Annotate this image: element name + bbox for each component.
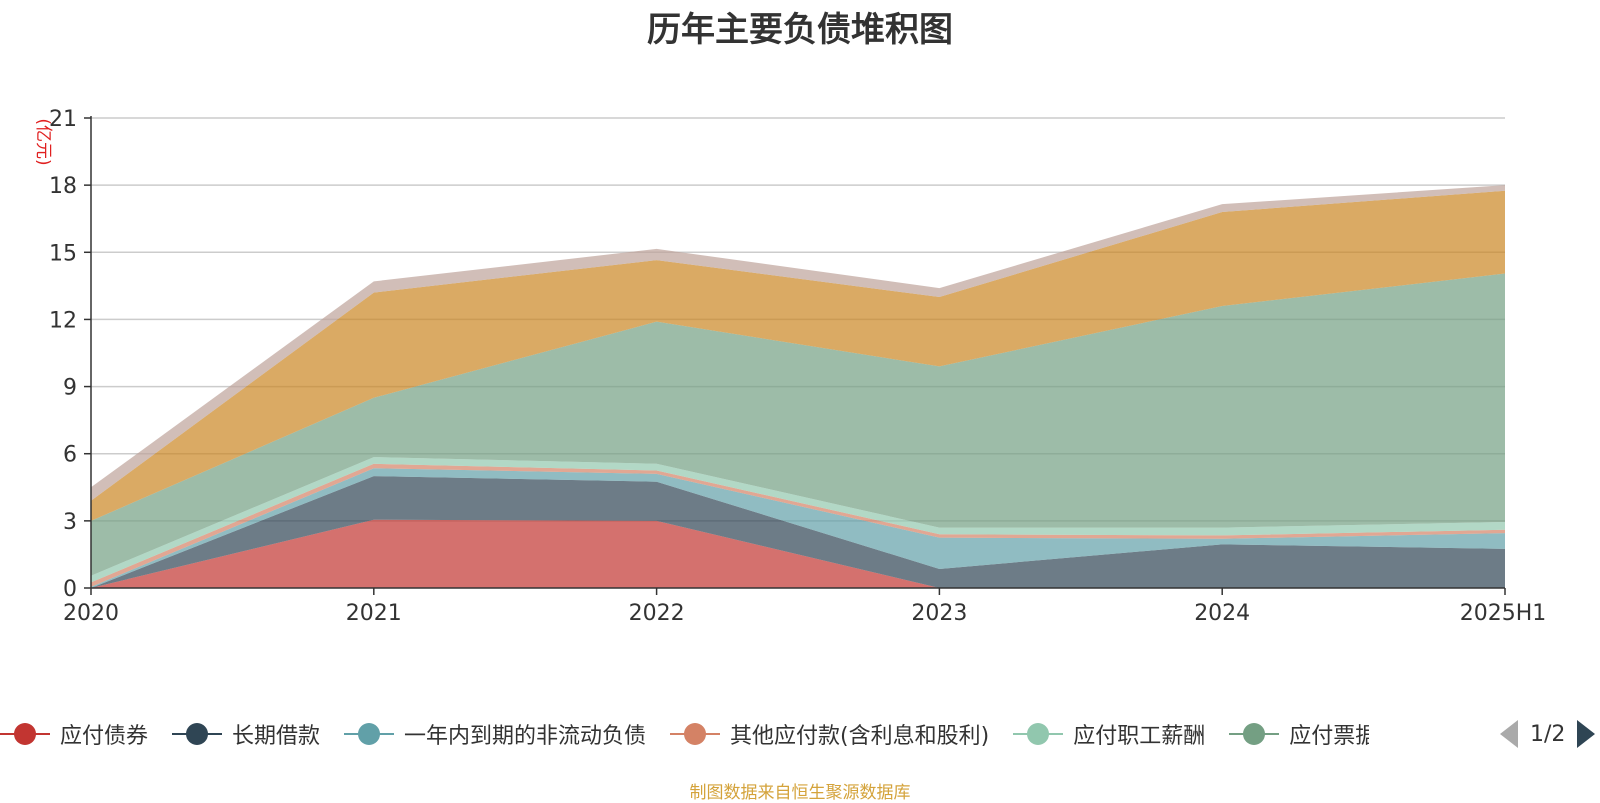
- x-tick-label: 2022: [629, 601, 685, 626]
- pager-next-icon[interactable]: [1577, 720, 1596, 748]
- legend-marker-icon: [670, 722, 721, 746]
- area-series-5: [91, 273, 1505, 576]
- legend-marker-icon: [0, 722, 50, 746]
- y-tick-label: 6: [63, 443, 77, 468]
- chart-title: 历年主要负债堆积图: [647, 10, 953, 50]
- legend-label: 应付债券: [60, 724, 149, 749]
- legend: 应付债券 长期借款 一年内到期的非流动负债 其他应付款(含利息和股利) 应付职工…: [0, 716, 1600, 752]
- y-axis-label: (亿元): [33, 118, 53, 165]
- pager-prev-icon[interactable]: [1500, 720, 1518, 748]
- legend-item-bonds-payable[interactable]: 应付债券: [0, 718, 148, 750]
- y-tick-label: 3: [63, 510, 77, 535]
- legend-item-other-payables[interactable]: 其他应付款(含利息和股利): [670, 718, 989, 750]
- legend-item-employee-compensation[interactable]: 应付职工薪酬: [1013, 718, 1205, 750]
- legend-marker-icon: [172, 722, 223, 746]
- chart-area: 0 3 6 9 12 15 18 21 2020 2021 2022 2023 2024 2025H1 (亿…: [33, 107, 1547, 626]
- pager-text: 1/2: [1530, 721, 1566, 747]
- x-tick-label: 2020: [63, 601, 119, 626]
- legend-label: 长期借款: [232, 724, 321, 749]
- legend-item-current-noncurrent-liabilities[interactable]: 一年内到期的非流动负债: [344, 718, 646, 750]
- legend-item-notes-accounts-payable[interactable]: 应付票据及应: [1229, 718, 1369, 750]
- y-tick-label: 21: [49, 107, 77, 132]
- area-series-1: [91, 476, 1505, 588]
- y-tick-label: 18: [49, 174, 77, 199]
- source-note: 制图数据来自恒生聚源数据库: [689, 783, 911, 803]
- legend-pager: 1/2: [1500, 718, 1596, 750]
- y-tick-label: 0: [63, 577, 77, 602]
- x-tick-label: 2024: [1194, 601, 1250, 626]
- x-tick-label: 2021: [346, 601, 402, 626]
- legend-label: 应付票据及应: [1289, 724, 1370, 749]
- legend-label: 其他应付款(含利息和股利): [730, 724, 990, 749]
- area-series-6: [91, 190, 1505, 521]
- legend-label: 一年内到期的非流动负债: [404, 724, 647, 749]
- legend-marker-icon: [344, 722, 395, 746]
- area-series-0: [91, 519, 1505, 588]
- legend-item-long-term-loans[interactable]: 长期借款: [172, 718, 320, 750]
- x-tick-label: 2023: [911, 601, 967, 626]
- x-tick-label: 2025H1: [1460, 601, 1547, 626]
- legend-marker-icon: [1013, 722, 1064, 746]
- y-tick-label: 12: [49, 308, 77, 333]
- y-tick-label: 15: [49, 241, 77, 266]
- y-tick-label: 9: [63, 376, 77, 401]
- legend-label: 应付职工薪酬: [1073, 724, 1206, 749]
- legend-marker-icon: [1229, 722, 1280, 746]
